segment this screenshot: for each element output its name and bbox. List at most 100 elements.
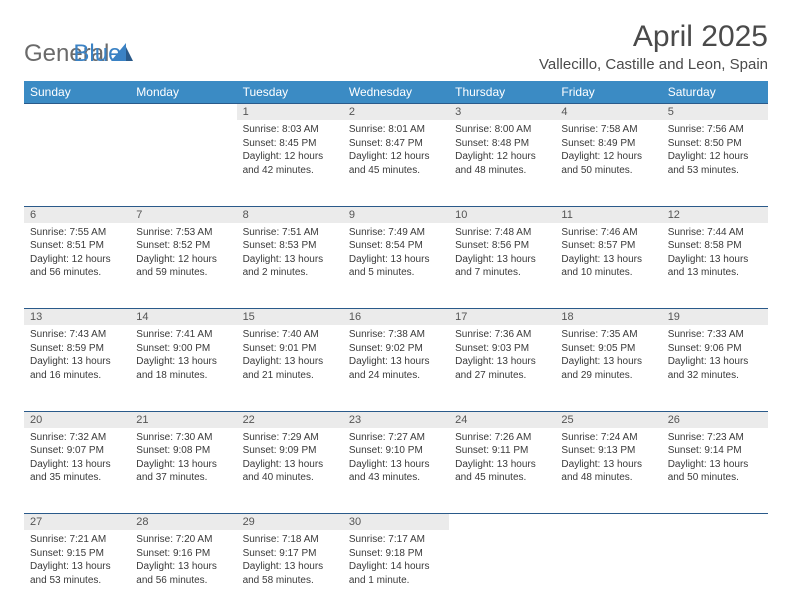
- sunrise-text: Sunrise: 7:26 AM: [455, 431, 549, 445]
- day-content-cell: [24, 120, 130, 206]
- daylight-text: Daylight: 13 hours and 7 minutes.: [455, 253, 549, 280]
- day-number-row: 12345: [24, 104, 768, 121]
- day-content-cell: Sunrise: 7:35 AMSunset: 9:05 PMDaylight:…: [555, 325, 661, 411]
- day-content-cell: Sunrise: 7:51 AMSunset: 8:53 PMDaylight:…: [237, 223, 343, 309]
- daylight-text: Daylight: 12 hours and 56 minutes.: [30, 253, 124, 280]
- day-content-cell: Sunrise: 7:23 AMSunset: 9:14 PMDaylight:…: [662, 428, 768, 514]
- day-details: Sunrise: 7:44 AMSunset: 8:58 PMDaylight:…: [662, 223, 768, 286]
- daylight-text: Daylight: 12 hours and 42 minutes.: [243, 150, 337, 177]
- sunrise-text: Sunrise: 7:43 AM: [30, 328, 124, 342]
- sunrise-text: Sunrise: 7:51 AM: [243, 226, 337, 240]
- sunset-text: Sunset: 9:03 PM: [455, 342, 549, 356]
- daylight-text: Daylight: 13 hours and 10 minutes.: [561, 253, 655, 280]
- sunrise-text: Sunrise: 7:20 AM: [136, 533, 230, 547]
- daylight-text: Daylight: 13 hours and 5 minutes.: [349, 253, 443, 280]
- day-number-cell: 8: [237, 206, 343, 223]
- sunset-text: Sunset: 8:48 PM: [455, 137, 549, 151]
- day-content-cell: Sunrise: 7:29 AMSunset: 9:09 PMDaylight:…: [237, 428, 343, 514]
- sunset-text: Sunset: 8:53 PM: [243, 239, 337, 253]
- daylight-text: Daylight: 12 hours and 59 minutes.: [136, 253, 230, 280]
- weekday-header-row: SundayMondayTuesdayWednesdayThursdayFrid…: [24, 81, 768, 104]
- day-number-cell: [662, 514, 768, 531]
- calendar-body: 12345Sunrise: 8:03 AMSunset: 8:45 PMDayl…: [24, 104, 768, 616]
- day-number-cell: 29: [237, 514, 343, 531]
- sunset-text: Sunset: 9:07 PM: [30, 444, 124, 458]
- sunset-text: Sunset: 8:47 PM: [349, 137, 443, 151]
- sunset-text: Sunset: 9:18 PM: [349, 547, 443, 561]
- day-number-cell: 16: [343, 309, 449, 326]
- sunrise-text: Sunrise: 7:17 AM: [349, 533, 443, 547]
- day-details: Sunrise: 7:41 AMSunset: 9:00 PMDaylight:…: [130, 325, 236, 388]
- day-number-cell: 1: [237, 104, 343, 121]
- day-number-cell: 26: [662, 411, 768, 428]
- sunrise-text: Sunrise: 7:40 AM: [243, 328, 337, 342]
- day-content-cell: Sunrise: 7:48 AMSunset: 8:56 PMDaylight:…: [449, 223, 555, 309]
- day-number-cell: 9: [343, 206, 449, 223]
- sunset-text: Sunset: 8:59 PM: [30, 342, 124, 356]
- sunrise-text: Sunrise: 7:33 AM: [668, 328, 762, 342]
- day-content-cell: Sunrise: 8:03 AMSunset: 8:45 PMDaylight:…: [237, 120, 343, 206]
- weekday-header: Saturday: [662, 81, 768, 104]
- day-number-cell: [555, 514, 661, 531]
- day-number-cell: 11: [555, 206, 661, 223]
- sunrise-text: Sunrise: 7:44 AM: [668, 226, 762, 240]
- day-details: Sunrise: 7:48 AMSunset: 8:56 PMDaylight:…: [449, 223, 555, 286]
- day-content-cell: Sunrise: 7:30 AMSunset: 9:08 PMDaylight:…: [130, 428, 236, 514]
- day-details: Sunrise: 7:35 AMSunset: 9:05 PMDaylight:…: [555, 325, 661, 388]
- day-details: Sunrise: 7:30 AMSunset: 9:08 PMDaylight:…: [130, 428, 236, 491]
- day-details: Sunrise: 7:27 AMSunset: 9:10 PMDaylight:…: [343, 428, 449, 491]
- day-number-cell: 25: [555, 411, 661, 428]
- day-details: Sunrise: 7:20 AMSunset: 9:16 PMDaylight:…: [130, 530, 236, 593]
- day-number-cell: 14: [130, 309, 236, 326]
- sunrise-text: Sunrise: 7:27 AM: [349, 431, 443, 445]
- day-details: Sunrise: 8:01 AMSunset: 8:47 PMDaylight:…: [343, 120, 449, 183]
- sunrise-text: Sunrise: 7:23 AM: [668, 431, 762, 445]
- day-number-cell: 30: [343, 514, 449, 531]
- day-details: Sunrise: 7:26 AMSunset: 9:11 PMDaylight:…: [449, 428, 555, 491]
- daylight-text: Daylight: 13 hours and 43 minutes.: [349, 458, 443, 485]
- sunset-text: Sunset: 8:52 PM: [136, 239, 230, 253]
- day-content-cell: Sunrise: 7:33 AMSunset: 9:06 PMDaylight:…: [662, 325, 768, 411]
- sunrise-text: Sunrise: 7:41 AM: [136, 328, 230, 342]
- day-details: Sunrise: 8:00 AMSunset: 8:48 PMDaylight:…: [449, 120, 555, 183]
- sunset-text: Sunset: 9:01 PM: [243, 342, 337, 356]
- day-content-cell: Sunrise: 7:26 AMSunset: 9:11 PMDaylight:…: [449, 428, 555, 514]
- sunset-text: Sunset: 9:10 PM: [349, 444, 443, 458]
- daylight-text: Daylight: 12 hours and 45 minutes.: [349, 150, 443, 177]
- day-details: Sunrise: 7:55 AMSunset: 8:51 PMDaylight:…: [24, 223, 130, 286]
- day-number-cell: 13: [24, 309, 130, 326]
- weekday-header: Friday: [555, 81, 661, 104]
- day-content-cell: Sunrise: 7:24 AMSunset: 9:13 PMDaylight:…: [555, 428, 661, 514]
- day-number-row: 27282930: [24, 514, 768, 531]
- sunset-text: Sunset: 8:56 PM: [455, 239, 549, 253]
- logo: General Blue: [24, 20, 121, 68]
- day-content-cell: Sunrise: 7:56 AMSunset: 8:50 PMDaylight:…: [662, 120, 768, 206]
- sunset-text: Sunset: 9:11 PM: [455, 444, 549, 458]
- day-content-cell: Sunrise: 7:32 AMSunset: 9:07 PMDaylight:…: [24, 428, 130, 514]
- daylight-text: Daylight: 13 hours and 27 minutes.: [455, 355, 549, 382]
- daylight-text: Daylight: 13 hours and 32 minutes.: [668, 355, 762, 382]
- daylight-text: Daylight: 13 hours and 18 minutes.: [136, 355, 230, 382]
- day-details: Sunrise: 7:49 AMSunset: 8:54 PMDaylight:…: [343, 223, 449, 286]
- day-number-cell: [449, 514, 555, 531]
- day-number-cell: 24: [449, 411, 555, 428]
- day-details: Sunrise: 7:18 AMSunset: 9:17 PMDaylight:…: [237, 530, 343, 593]
- sunset-text: Sunset: 9:02 PM: [349, 342, 443, 356]
- page-header: General Blue April 2025 Vallecillo, Cast…: [24, 20, 768, 73]
- day-details: Sunrise: 7:32 AMSunset: 9:07 PMDaylight:…: [24, 428, 130, 491]
- sunset-text: Sunset: 9:00 PM: [136, 342, 230, 356]
- sunset-text: Sunset: 9:08 PM: [136, 444, 230, 458]
- day-number-cell: 5: [662, 104, 768, 121]
- sunset-text: Sunset: 9:14 PM: [668, 444, 762, 458]
- daylight-text: Daylight: 13 hours and 24 minutes.: [349, 355, 443, 382]
- daylight-text: Daylight: 12 hours and 48 minutes.: [455, 150, 549, 177]
- day-content-cell: Sunrise: 7:58 AMSunset: 8:49 PMDaylight:…: [555, 120, 661, 206]
- daylight-text: Daylight: 13 hours and 37 minutes.: [136, 458, 230, 485]
- sunset-text: Sunset: 8:45 PM: [243, 137, 337, 151]
- day-number-cell: 28: [130, 514, 236, 531]
- day-details: Sunrise: 7:23 AMSunset: 9:14 PMDaylight:…: [662, 428, 768, 491]
- day-details: Sunrise: 7:46 AMSunset: 8:57 PMDaylight:…: [555, 223, 661, 286]
- sunrise-text: Sunrise: 7:48 AM: [455, 226, 549, 240]
- day-details: Sunrise: 7:58 AMSunset: 8:49 PMDaylight:…: [555, 120, 661, 183]
- weekday-header: Sunday: [24, 81, 130, 104]
